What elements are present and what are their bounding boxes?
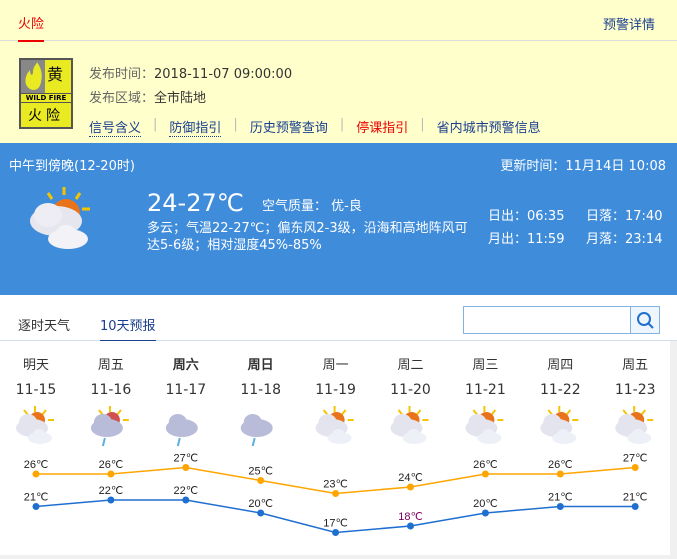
forecast-day: 周五	[97, 358, 124, 373]
ten-day-forecast: 明天 11-15 周五 11-16 周六 11-17 周日 11-18 周一 11-19 周二 11-…	[0, 341, 670, 555]
forecast-period: 中午到傍晚(12-20时)	[9, 159, 135, 174]
forecast-date: 11-16	[90, 382, 132, 398]
tab-10day[interactable]: 10天预报	[100, 315, 156, 342]
sunset: 日落：17:40	[586, 209, 663, 224]
forecast-date: 11-15	[15, 382, 57, 398]
link-class-suspension[interactable]: 停课指引	[356, 121, 409, 136]
forecast-day: 周二	[397, 358, 424, 373]
forecast-day: 周日	[247, 358, 274, 373]
forecast-date: 11-23	[614, 382, 656, 398]
link-defense-guide[interactable]: 防御指引	[169, 117, 222, 137]
warning-tab-bar: 火险 预警详情	[0, 0, 677, 42]
forecast-day: 周一	[322, 358, 349, 373]
forecast-date: 11-17	[165, 382, 207, 398]
forecast-date: 11-21	[465, 382, 506, 398]
divider: |	[153, 117, 158, 132]
search-button[interactable]	[630, 306, 660, 334]
badge-english: WILD FIRE	[21, 93, 71, 103]
publish-area-value: 全市陆地	[154, 91, 207, 106]
sunrise: 日出：06:35	[488, 209, 565, 224]
link-province-warnings[interactable]: 省内城市预警信息	[436, 121, 541, 136]
moonset: 月落：23:14	[586, 232, 663, 247]
flame-icon	[21, 60, 45, 93]
divider: |	[339, 117, 345, 132]
forecast-date: 11-19	[315, 382, 356, 398]
current-temp: 24-27℃	[147, 189, 244, 217]
update-time: 更新时间：11月14日 10:08	[500, 159, 666, 174]
search-icon	[637, 312, 654, 329]
forecast-day: 周四	[547, 358, 574, 373]
forecast-day: 明天	[22, 358, 49, 373]
warning-detail-link[interactable]: 预警详情	[602, 18, 655, 33]
current-weather-panel: 中午到傍晚(12-20时) 更新时间：11月14日 10:08 24-27℃ 空…	[0, 145, 677, 295]
forecast-day: 周三	[472, 358, 499, 373]
air-quality: 空气质量： 优-良	[262, 199, 362, 214]
forecast-day: 周六	[172, 358, 199, 373]
link-history-query[interactable]: 历史预警查询	[249, 121, 328, 136]
search-input[interactable]	[463, 306, 631, 334]
divider: |	[420, 117, 425, 132]
publish-area: 发布区域：全市陆地	[89, 87, 206, 106]
divider: |	[233, 117, 238, 132]
moonrise: 月出：11:59	[488, 232, 565, 247]
forecast-date: 11-18	[240, 382, 282, 398]
publish-time: 发布时间：2018-11-07 09:00:00	[89, 63, 292, 82]
badge-type: 火险	[28, 108, 64, 124]
publish-time-value: 2018-11-07 09:00:00	[154, 67, 293, 82]
partly-cloudy-icon	[30, 187, 90, 249]
publish-time-label: 发布时间：	[89, 67, 155, 82]
warning-links: 信号含义 | 防御指引 | 历史预警查询 | 停课指引 | 省内城市预警信息	[89, 117, 541, 137]
forecast-date: 11-22	[539, 382, 581, 398]
wildfire-warning-badge: 黄 WILD FIRE 火险	[19, 58, 73, 129]
link-signal-meaning[interactable]: 信号含义	[89, 117, 142, 137]
forecast-date: 11-20	[390, 382, 431, 398]
publish-area-label: 发布区域：	[89, 91, 155, 106]
badge-level: 黄	[47, 65, 64, 84]
forecast-day: 周五	[622, 358, 649, 373]
weather-description: 多云；气温22-27℃；偏东风2-3级，沿海和高地阵风可达5-6级；相对湿度45…	[147, 221, 468, 253]
warning-panel: 火险 预警详情 黄 WILD FIRE 火险 发布时间：2018-11-07 0…	[0, 0, 677, 145]
tab-fire[interactable]: 火险	[18, 13, 45, 42]
tab-hourly[interactable]: 逐时天气	[18, 319, 71, 334]
